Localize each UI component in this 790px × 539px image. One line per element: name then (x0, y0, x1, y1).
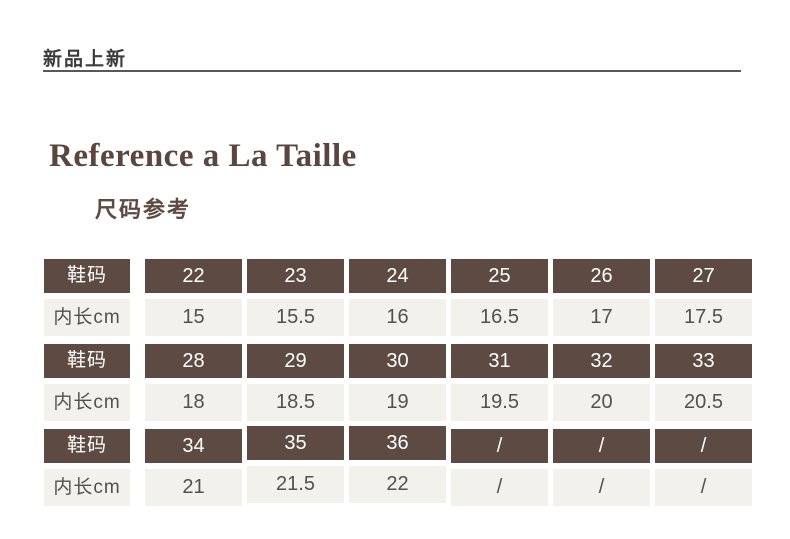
inner-length-row: 内长cm 18 18.5 19 19.5 20 20.5 (44, 384, 752, 421)
size-cell: 24 (349, 259, 446, 293)
inner-length-cell: 21 (145, 469, 242, 506)
size-row-label: 鞋码 (44, 259, 130, 293)
inner-length-row-label: 内长cm (44, 384, 130, 421)
size-cell: / (655, 429, 752, 463)
inner-length-cell: 20.5 (655, 384, 752, 421)
inner-length-cell: / (655, 469, 752, 506)
size-cell: 36 (349, 426, 446, 460)
size-cell: 34 (145, 429, 242, 463)
inner-length-cell: 19 (349, 384, 446, 421)
size-row: 鞋码 22 23 24 25 26 27 (44, 259, 752, 293)
inner-length-cell: 15 (145, 299, 242, 336)
page-title: Reference a La Taille (49, 138, 357, 174)
size-cell: 31 (451, 344, 548, 378)
page-subtitle: 尺码参考 (95, 197, 192, 222)
new-arrivals-label: 新品上新 (43, 49, 128, 70)
inner-length-cell: 15.5 (247, 299, 344, 336)
inner-length-cell: 19.5 (451, 384, 548, 421)
size-row-label: 鞋码 (44, 429, 130, 463)
inner-length-row-label: 内长cm (44, 469, 130, 506)
inner-length-cell: 16.5 (451, 299, 548, 336)
inner-length-cell: 22 (349, 466, 446, 503)
inner-length-cell: / (553, 469, 650, 506)
size-cell: 26 (553, 259, 650, 293)
size-cell: 25 (451, 259, 548, 293)
inner-length-cell: 18 (145, 384, 242, 421)
size-cell: / (553, 429, 650, 463)
size-cell: 32 (553, 344, 650, 378)
inner-length-cell: 16 (349, 299, 446, 336)
inner-length-cell: / (451, 469, 548, 506)
size-cell: 22 (145, 259, 242, 293)
size-cell: 30 (349, 344, 446, 378)
size-row: 鞋码 28 29 30 31 32 33 (44, 344, 752, 378)
inner-length-cell: 18.5 (247, 384, 344, 421)
size-cell: 23 (247, 259, 344, 293)
size-reference-table: 鞋码 22 23 24 25 26 27 内长cm 15 15.5 16 16.… (44, 259, 752, 514)
size-cell: 28 (145, 344, 242, 378)
inner-length-row: 内长cm 15 15.5 16 16.5 17 17.5 (44, 299, 752, 336)
inner-length-cell: 21.5 (247, 466, 344, 503)
size-row: 鞋码 34 35 36 / / / (44, 426, 752, 463)
size-row-label: 鞋码 (44, 344, 130, 378)
inner-length-cell: 20 (553, 384, 650, 421)
size-cell: 27 (655, 259, 752, 293)
inner-length-cell: 17.5 (655, 299, 752, 336)
divider-line (43, 70, 741, 72)
inner-length-row-label: 内长cm (44, 299, 130, 336)
size-cell: 33 (655, 344, 752, 378)
size-cell: 29 (247, 344, 344, 378)
inner-length-row: 内长cm 21 21.5 22 / / / (44, 466, 752, 506)
size-cell: / (451, 429, 548, 463)
size-cell: 35 (247, 426, 344, 460)
inner-length-cell: 17 (553, 299, 650, 336)
